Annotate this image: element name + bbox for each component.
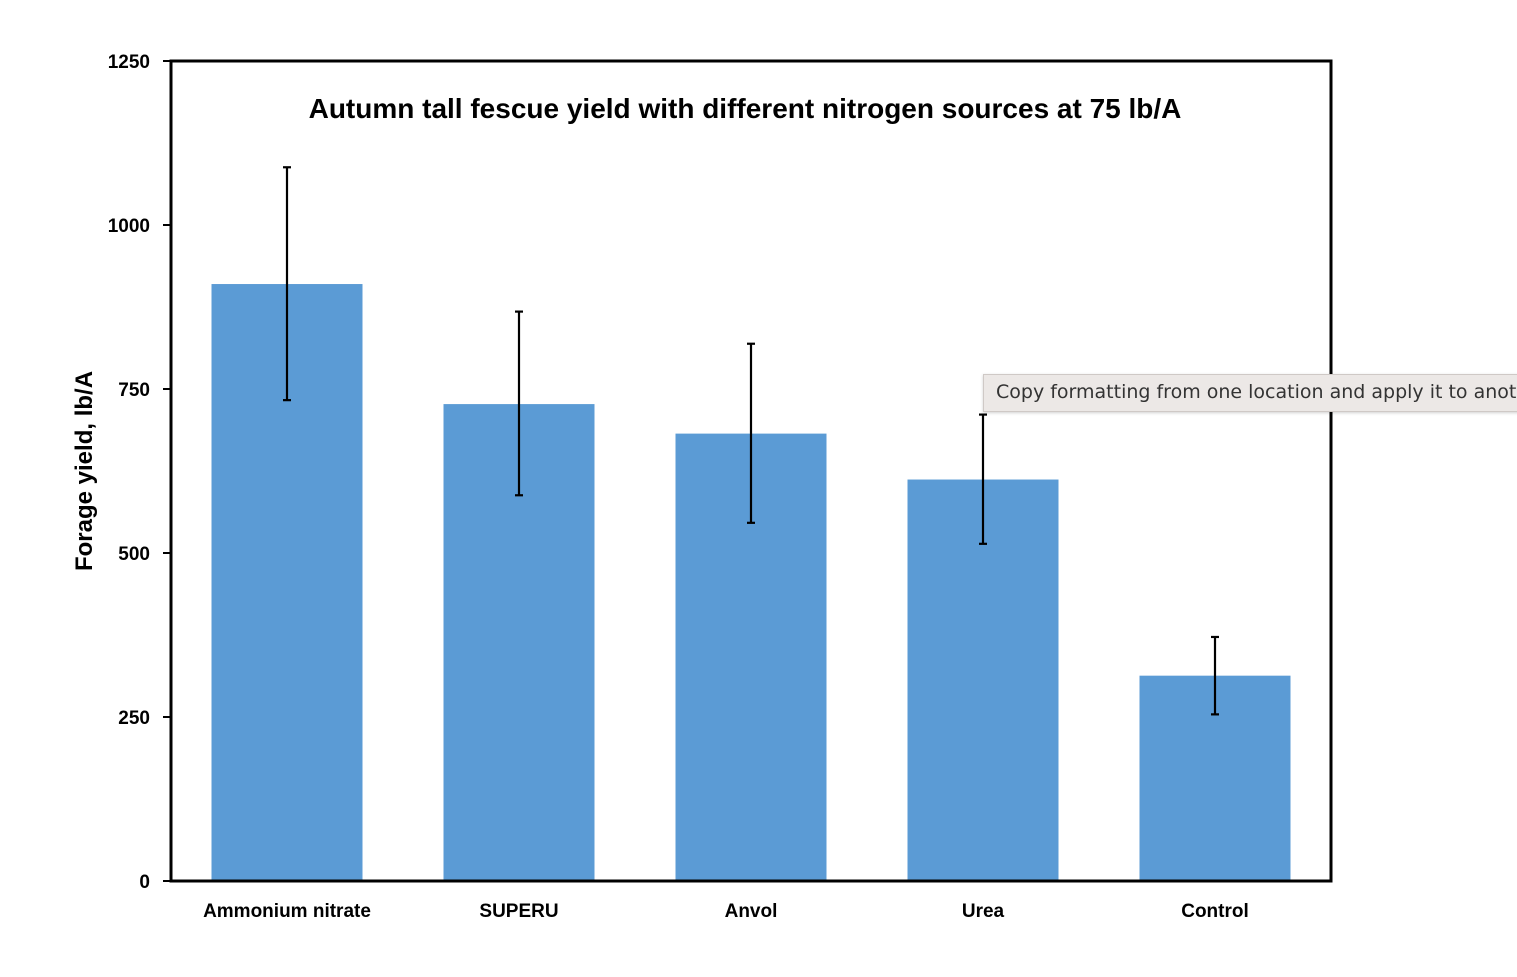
y-axis-label: Forage yield, lb/A [71, 371, 98, 571]
y-tick-label: 500 [118, 544, 150, 565]
y-tick-label: 250 [118, 708, 150, 729]
y-tick-label: 0 [139, 872, 150, 893]
x-tick-label: Ammonium nitrate [203, 901, 371, 922]
y-axis-ticks: 0 250 500 750 1000 1250 [108, 52, 171, 893]
tooltip: Copy formatting from one location and ap… [983, 374, 1517, 412]
error-bars-group [283, 166, 1219, 716]
x-tick-label: Anvol [725, 901, 778, 922]
x-tick-label: Control [1181, 901, 1249, 922]
x-axis-labels: Ammonium nitrate SUPERU Anvol Urea Control [203, 901, 1249, 922]
y-tick-label: 1250 [108, 52, 150, 73]
error-bar [979, 413, 987, 545]
x-tick-label: Urea [962, 901, 1005, 922]
bar [907, 479, 1059, 880]
error-bar [747, 342, 755, 524]
y-tick-label: 1000 [108, 216, 150, 237]
error-bar [1211, 635, 1219, 716]
x-tick-label: SUPERU [479, 901, 558, 922]
error-bar [515, 310, 523, 497]
bars-group [211, 284, 1291, 880]
plot-frame [169, 59, 1333, 883]
chart-title: Autumn tall fescue yield with different … [309, 93, 1182, 124]
error-bar [283, 166, 291, 402]
y-tick-label: 750 [118, 380, 150, 401]
